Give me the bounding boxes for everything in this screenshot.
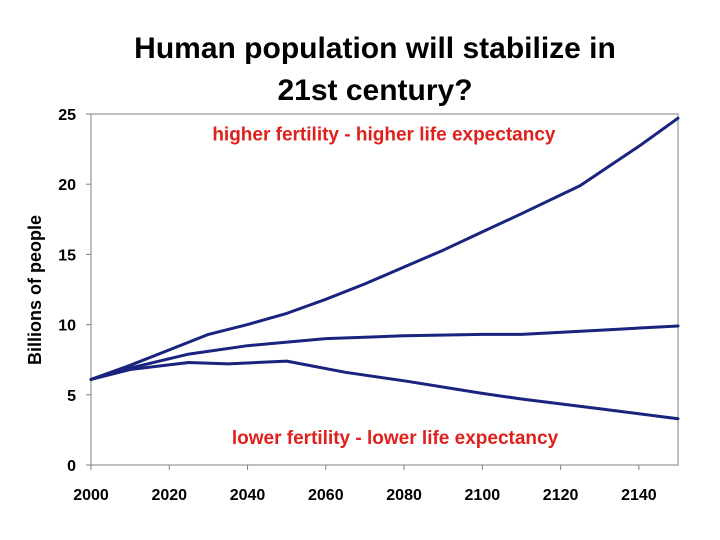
- y-axis-label: Billions of people: [25, 215, 45, 365]
- x-tick-label: 2140: [621, 487, 657, 504]
- y-tick-label: 0: [67, 458, 76, 475]
- y-tick-label: 15: [58, 247, 76, 264]
- x-tick-label: 2100: [465, 487, 501, 504]
- x-tick-label: 2060: [308, 487, 344, 504]
- chart-title-line-2: 21st century?: [277, 74, 472, 107]
- plot-frame: [90, 113, 679, 466]
- chart-title-line-1: Human population will stabilize in: [134, 32, 616, 65]
- series-line-3: [89, 359, 680, 421]
- x-tick-label: 2000: [73, 487, 109, 504]
- annotation-1: higher fertility - higher life expectanc…: [212, 125, 556, 146]
- y-tick-label: 10: [58, 318, 76, 335]
- series-line-1: [89, 116, 680, 381]
- series-line-2: [89, 324, 680, 381]
- x-tick-label: 2080: [386, 487, 422, 504]
- annotation-2: lower fertility - lower life expectancy: [232, 428, 559, 449]
- x-tick-label: 2120: [543, 487, 579, 504]
- x-tick-label: 2040: [230, 487, 266, 504]
- x-tick-label: 2020: [151, 487, 187, 504]
- y-tick-label: 20: [58, 177, 76, 194]
- plot-area: 0 5 10 15 20 25 2000 2020 2040 2060 2080 2100 2120 21…: [58, 107, 680, 504]
- y-tick-label: 5: [67, 388, 76, 405]
- y-tick-label: 25: [58, 107, 76, 124]
